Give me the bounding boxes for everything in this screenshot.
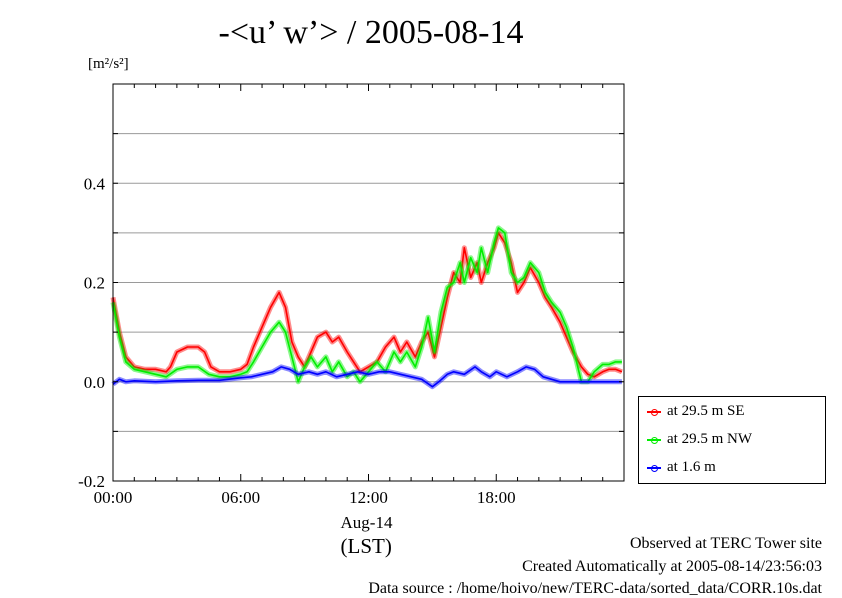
series-se-line (112, 232, 623, 378)
legend-entry-nw: at 29.5 m NW (647, 429, 752, 449)
x-tick-label: 06:00 (221, 488, 260, 507)
x-axis-unit-label: (LST) (340, 534, 392, 558)
series-low-line (112, 366, 622, 388)
x-tick-label: 12:00 (349, 488, 388, 507)
y-axis-unit: [m²/s²] (88, 56, 129, 72)
axis-ticks: -0.2 0.0 0.2 0.4 00:00 06:00 12:00 18:00 (78, 84, 625, 507)
series-se-halo (110, 230, 623, 380)
y-tick-label: 0.4 (84, 174, 106, 193)
legend-entry-low: at 1.6 m (647, 457, 716, 477)
x-axis-date-label: Aug-14 (340, 513, 393, 532)
y-tick-label: 0.0 (84, 373, 105, 392)
legend-entry-se: at 29.5 m SE (647, 401, 745, 421)
footer-created: Created Automatically at 2005-08-14/23:5… (522, 558, 822, 575)
series-nw-line (112, 227, 622, 383)
legend: at 29.5 m SE at 29.5 m NW at 1.6 m (638, 396, 826, 484)
legend-label-low: at 1.6 m (667, 459, 716, 475)
y-tick-label: -0.2 (78, 472, 105, 491)
y-tick-label: 0.2 (84, 274, 105, 293)
legend-label-nw: at 29.5 m NW (667, 431, 752, 447)
footer-observed: Observed at TERC Tower site (629, 535, 822, 552)
chart-title: -<u’ w’> / 2005-08-14 (218, 14, 524, 51)
grid-lines (113, 133, 624, 432)
x-tick-label: 18:00 (477, 488, 516, 507)
legend-label-se: at 29.5 m SE (667, 403, 745, 419)
x-tick-label: 00:00 (94, 488, 133, 507)
footer-source: Data source : /home/hoivo/new/TERC-data/… (368, 580, 822, 597)
legend-swatch-nw (647, 436, 661, 444)
legend-swatch-low (647, 464, 661, 472)
series-layer (110, 225, 623, 390)
legend-swatch-se (647, 408, 661, 416)
series-nw-halo (110, 225, 622, 385)
